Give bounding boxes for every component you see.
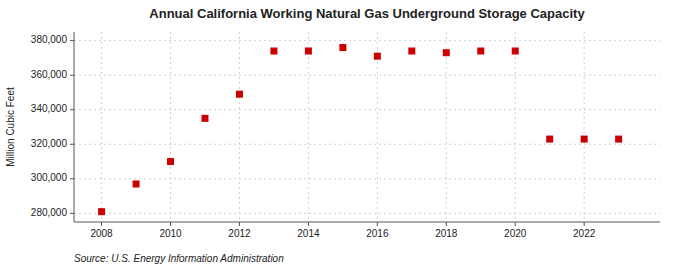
- x-tick-label: 2020: [504, 228, 527, 239]
- grid-line-x: [308, 32, 309, 222]
- y-tick-label: 380,000: [31, 34, 68, 45]
- x-tick-label: 2016: [366, 228, 389, 239]
- point: [546, 136, 553, 143]
- x-tick: [584, 222, 585, 226]
- y-tick-label: 340,000: [31, 103, 68, 114]
- points: [98, 44, 622, 215]
- point: [201, 115, 208, 122]
- y-tick: [70, 178, 74, 179]
- source-note: Source: U.S. Energy Information Administ…: [74, 253, 284, 264]
- x-tick: [377, 222, 378, 226]
- grid-line-x: [101, 32, 102, 222]
- point: [270, 48, 277, 55]
- grid-line-y: [74, 144, 660, 145]
- grid-line-y: [74, 213, 660, 214]
- chart-title: Annual California Working Natural Gas Un…: [149, 6, 585, 21]
- grid-line-x: [377, 32, 378, 222]
- point: [374, 53, 381, 60]
- axes: 280,000 300,000 320,000 340,000 360,000 380,0…: [31, 32, 660, 239]
- x-tick-label: 2008: [90, 228, 113, 239]
- point: [167, 158, 174, 165]
- point: [443, 49, 450, 56]
- point: [305, 48, 312, 55]
- y-tick-label: 280,000: [31, 207, 68, 218]
- y-tick: [70, 109, 74, 110]
- x-tick-label: 2010: [159, 228, 182, 239]
- y-tick: [70, 213, 74, 214]
- grid-line-y: [74, 40, 660, 41]
- grid: [74, 32, 660, 222]
- y-tick-label: 320,000: [31, 138, 68, 149]
- point: [512, 48, 519, 55]
- x-tick: [170, 222, 171, 226]
- point: [477, 48, 484, 55]
- x-tick: [308, 222, 309, 226]
- x-tick-label: 2022: [573, 228, 596, 239]
- x-tick: [239, 222, 240, 226]
- x-tick-label: 2014: [297, 228, 320, 239]
- x-tick: [515, 222, 516, 226]
- point: [615, 136, 622, 143]
- grid-line-x: [584, 32, 585, 222]
- grid-line-x: [170, 32, 171, 222]
- point: [133, 181, 140, 188]
- grid-line-x: [446, 32, 447, 222]
- grid-line-y: [74, 178, 660, 179]
- grid-line-x: [515, 32, 516, 222]
- y-tick: [70, 75, 74, 76]
- y-tick: [70, 40, 74, 41]
- chart-container: 280,000 300,000 320,000 340,000 360,000 380,0…: [0, 0, 675, 275]
- x-tick: [101, 222, 102, 226]
- page: {"chart_data": { "type": "scatter", "tit…: [0, 0, 675, 275]
- point: [339, 44, 346, 51]
- grid-line-y: [74, 109, 660, 110]
- point: [98, 208, 105, 215]
- point: [581, 136, 588, 143]
- y-axis-line: [74, 32, 75, 222]
- y-tick-label: 360,000: [31, 69, 68, 80]
- y-tick: [70, 144, 74, 145]
- y-axis-label: Million Cubic Feet: [5, 87, 16, 167]
- y-tick-label: 300,000: [31, 172, 68, 183]
- x-tick: [446, 222, 447, 226]
- x-tick-label: 2018: [435, 228, 458, 239]
- point: [236, 91, 243, 98]
- x-tick-label: 2012: [228, 228, 251, 239]
- point: [408, 48, 415, 55]
- grid-line-y: [74, 75, 660, 76]
- grid-line-x: [239, 32, 240, 222]
- chart-svg: 280,000 300,000 320,000 340,000 360,000 380,0…: [0, 0, 675, 275]
- x-axis-line: [74, 222, 660, 223]
